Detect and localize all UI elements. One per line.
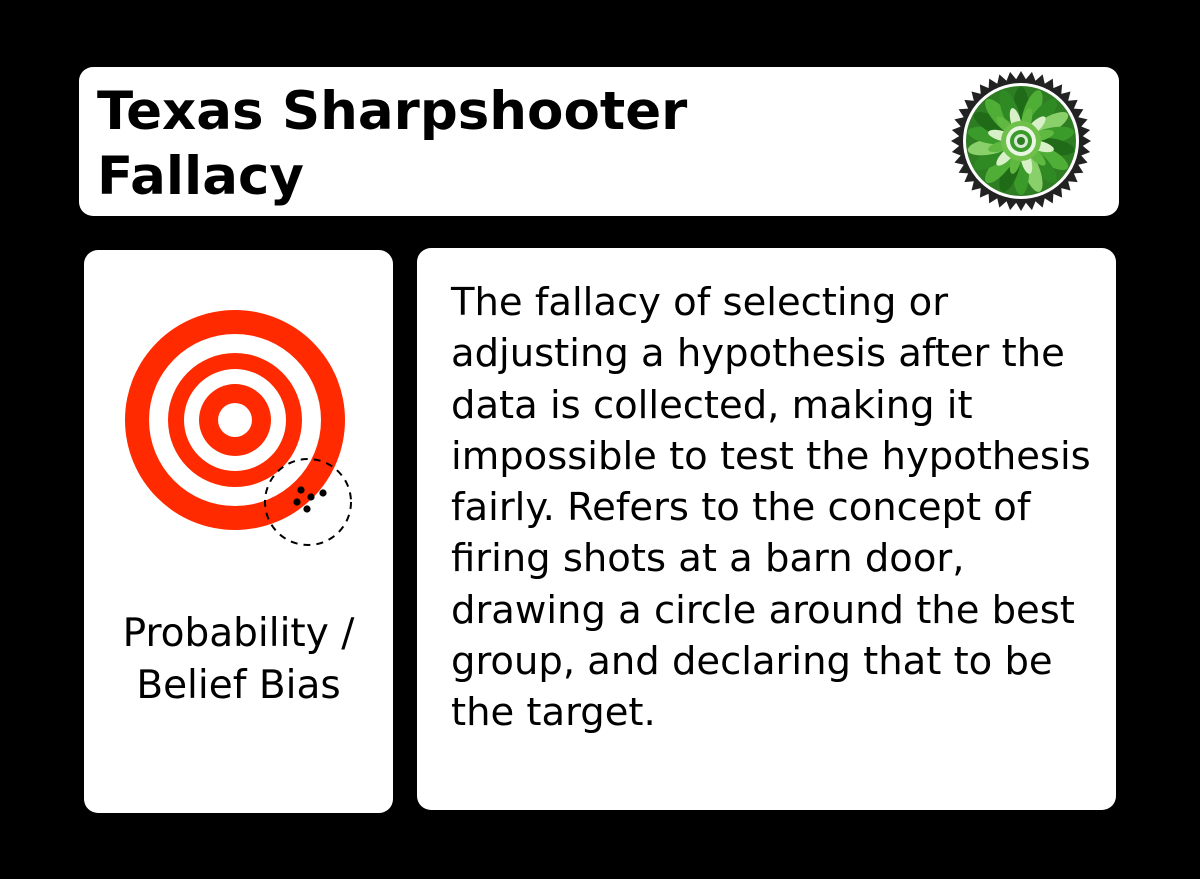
target-with-shot-cluster-icon: [125, 310, 352, 546]
title-panel: Texas Sharpshooter Fallacy: [79, 67, 1119, 216]
description-text: The fallacy of selecting or adjusting a …: [451, 280, 1091, 736]
category-label: Probability / Belief Bias: [122, 611, 355, 708]
shot-hole: [297, 486, 305, 494]
target-bullseye: [218, 403, 252, 437]
shot-hole: [303, 505, 311, 513]
card-title: Texas Sharpshooter Fallacy: [97, 81, 688, 207]
shot-hole: [319, 489, 327, 497]
description-panel: The fallacy of selecting or adjusting a …: [417, 248, 1116, 810]
category-panel: Probability / Belief Bias: [84, 250, 393, 813]
shot-hole: [307, 493, 315, 501]
shot-hole: [293, 498, 301, 506]
shot-group-circle: [264, 458, 352, 546]
green-flower-seal-icon: [951, 71, 1091, 211]
